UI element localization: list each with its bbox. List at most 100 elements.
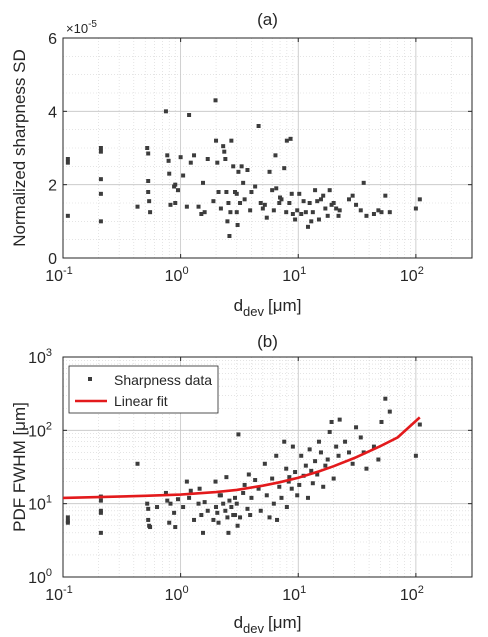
data-point xyxy=(65,157,70,161)
data-point xyxy=(165,498,170,503)
data-point xyxy=(358,208,363,213)
data-point xyxy=(277,201,282,205)
data-point xyxy=(289,486,294,491)
data-point xyxy=(188,488,193,493)
data-point xyxy=(199,212,204,216)
panel-title: (a) xyxy=(257,10,278,29)
data-point xyxy=(176,497,181,502)
data-point xyxy=(173,182,178,187)
data-point xyxy=(334,444,339,449)
data-point xyxy=(256,124,261,128)
data-point xyxy=(325,213,330,218)
data-point xyxy=(376,457,381,462)
x-tick-label: 101 xyxy=(282,265,306,285)
data-point xyxy=(239,164,244,169)
data-point xyxy=(146,151,151,156)
data-point xyxy=(178,155,183,160)
data-point xyxy=(135,204,140,209)
data-point xyxy=(192,517,197,522)
data-point xyxy=(318,197,323,202)
legend-label-fit: Linear fit xyxy=(114,393,168,409)
data-point xyxy=(327,188,332,193)
data-point xyxy=(379,419,384,424)
y-axis-label: Normalized sharpness SD xyxy=(10,49,29,246)
data-point xyxy=(213,98,218,103)
data-point xyxy=(201,530,206,535)
data-point xyxy=(310,210,315,215)
x-tick-label-base: 10 xyxy=(400,587,418,604)
data-point xyxy=(246,472,251,477)
x-axis-label: ddev [μm] xyxy=(234,613,302,636)
data-point xyxy=(163,109,168,114)
x-tick-label: 102 xyxy=(400,265,424,285)
y-tick-label-exponent: 1 xyxy=(46,494,52,506)
data-point xyxy=(284,505,289,510)
data-point xyxy=(242,482,247,487)
data-point xyxy=(199,513,204,518)
data-point xyxy=(213,479,218,484)
data-point xyxy=(184,479,189,484)
data-point xyxy=(417,422,422,427)
x-axis-label-unit: [μm] xyxy=(268,296,301,315)
data-point xyxy=(98,530,103,535)
data-point xyxy=(262,461,267,466)
data-point xyxy=(287,475,292,480)
x-tick-label-exponent: 0 xyxy=(182,265,188,277)
data-point xyxy=(146,190,151,194)
y-tick-label: 100 xyxy=(28,567,52,587)
data-point xyxy=(225,219,230,224)
data-point xyxy=(315,472,320,477)
data-point xyxy=(303,210,308,215)
x-tick-label-exponent: 0 xyxy=(182,584,188,596)
data-point xyxy=(262,202,267,207)
data-point xyxy=(297,482,302,487)
data-point xyxy=(310,481,315,486)
x-axis-label-subscript: dev xyxy=(243,304,264,319)
data-point xyxy=(331,201,336,205)
x-axis-label-subscript: dev xyxy=(243,621,264,636)
data-point xyxy=(98,191,103,196)
data-point xyxy=(181,173,186,178)
y-exponent-power: -5 xyxy=(88,19,97,30)
data-point xyxy=(354,202,359,207)
data-point xyxy=(241,180,246,185)
data-point xyxy=(303,463,308,468)
data-point xyxy=(321,193,326,198)
data-point xyxy=(224,190,229,194)
data-point xyxy=(329,202,334,207)
x-tick-label-exponent: 2 xyxy=(418,584,424,596)
data-point xyxy=(65,160,70,165)
data-point xyxy=(215,510,220,515)
data-point xyxy=(202,500,207,505)
data-point xyxy=(305,224,310,229)
data-point xyxy=(148,525,153,530)
x-tick-label-base: 10 xyxy=(165,587,183,604)
data-point xyxy=(295,208,300,213)
data-point xyxy=(277,484,282,489)
data-point xyxy=(234,191,239,196)
data-point xyxy=(297,191,302,196)
data-point xyxy=(146,506,151,511)
x-tick-label-base: 10 xyxy=(45,587,63,604)
data-point xyxy=(167,520,172,525)
x-tick-label: 100 xyxy=(165,265,189,285)
x-tick-label: 10-1 xyxy=(45,265,73,285)
y-tick-label: 2 xyxy=(48,178,57,195)
data-point xyxy=(227,234,232,238)
data-point xyxy=(327,429,332,434)
data-point xyxy=(337,417,342,422)
data-point xyxy=(192,153,197,158)
data-point xyxy=(147,199,152,204)
data-point xyxy=(387,210,392,215)
panel-title: (b) xyxy=(257,332,278,351)
data-point xyxy=(235,223,240,227)
data-point xyxy=(98,219,103,224)
data-point xyxy=(146,179,151,183)
data-point xyxy=(376,208,381,213)
data-point xyxy=(165,153,170,158)
y-tick-label: 4 xyxy=(48,104,57,121)
data-point xyxy=(145,146,150,150)
data-point xyxy=(293,217,298,222)
data-point xyxy=(236,169,241,174)
